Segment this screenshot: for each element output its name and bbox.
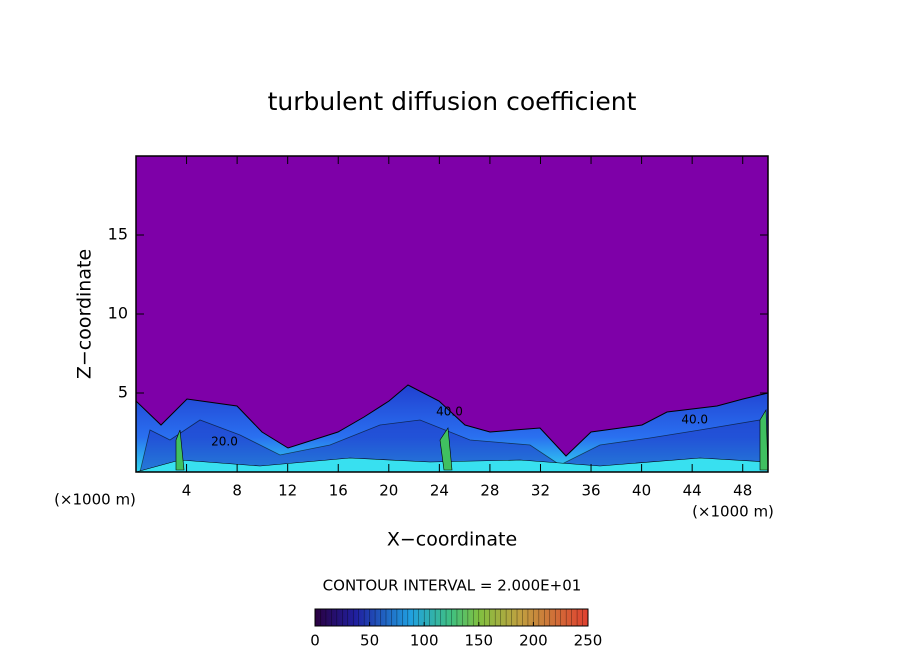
contour-label: 40.0 xyxy=(436,404,463,418)
x-tick-label: 24 xyxy=(430,482,449,500)
turbulent-region xyxy=(139,419,769,473)
colorbar-tick-label: 0 xyxy=(310,632,320,650)
y-tick-label: 15 xyxy=(108,225,128,244)
y-axis-label: Z−coordinate xyxy=(74,249,96,379)
x-axis-label: X−coordinate xyxy=(387,529,517,551)
x-tick-label: 28 xyxy=(480,482,499,500)
colorbar-tick-label: 100 xyxy=(410,632,439,650)
colorbar-tick-label: 200 xyxy=(519,632,548,650)
contour-label: 20.0 xyxy=(211,434,238,448)
y-tick-label: 5 xyxy=(118,383,128,402)
colorbar-tick-label: 50 xyxy=(360,632,379,650)
x-tick-label: 44 xyxy=(683,482,702,500)
y-unit-label: (×1000 m) xyxy=(54,491,136,509)
colorbar-tick-label: 150 xyxy=(464,632,493,650)
x-tick-label: 48 xyxy=(733,482,752,500)
x-tick-label: 20 xyxy=(379,482,398,500)
contour-label: 40.0 xyxy=(681,412,708,426)
x-tick-label: 32 xyxy=(531,482,550,500)
contour-interval: CONTOUR INTERVAL = 2.000E+01 xyxy=(323,577,582,595)
x-tick-label: 4 xyxy=(182,482,192,500)
chart-title: turbulent diffusion coefficient xyxy=(268,87,637,116)
x-tick-label: 8 xyxy=(232,482,242,500)
colorbar-tick-label: 250 xyxy=(574,632,603,650)
x-unit-label: (×1000 m) xyxy=(692,503,774,521)
x-tick-label: 36 xyxy=(581,482,600,500)
y-tick-label: 10 xyxy=(108,304,128,323)
x-tick-label: 40 xyxy=(632,482,651,500)
x-tick-label: 12 xyxy=(278,482,297,500)
x-tick-label: 16 xyxy=(329,482,348,500)
